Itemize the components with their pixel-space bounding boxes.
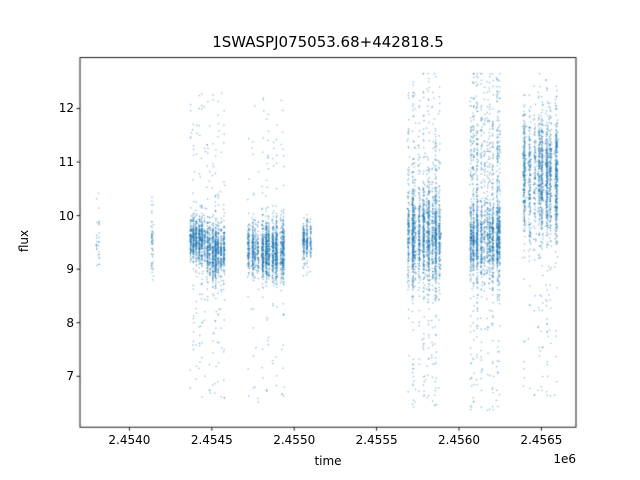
y-tick-label: 10 — [58, 208, 74, 223]
y-tick-label: 11 — [58, 155, 74, 170]
y-tick-label: 9 — [66, 262, 74, 277]
x-tick-label: 2.4545 — [190, 433, 233, 447]
x-axis-label: time — [314, 454, 342, 468]
y-tick-label: 8 — [66, 315, 74, 330]
x-tick-label: 2.4560 — [438, 433, 480, 447]
y-tick-label: 12 — [58, 101, 74, 116]
x-tick-label: 2.4555 — [355, 433, 398, 447]
y-axis-label: flux — [17, 229, 31, 253]
chart-title: 1SWASPJ075053.68+442818.5 — [212, 33, 444, 51]
x-tick-label: 2.4540 — [108, 433, 151, 447]
y-tick-label: 7 — [66, 369, 74, 384]
x-tick-label: 2.4550 — [273, 433, 316, 447]
x-axis-offset-label: 1e6 — [553, 452, 576, 466]
x-tick-label: 2.4565 — [520, 433, 563, 447]
